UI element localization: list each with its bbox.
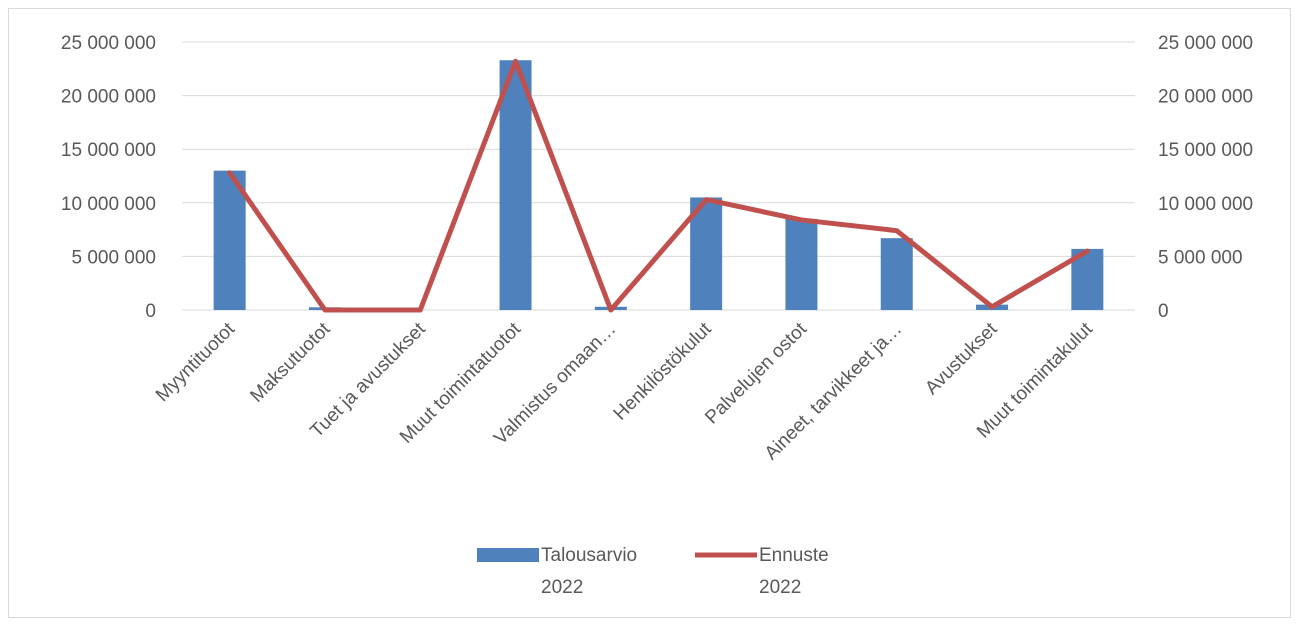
left-axis-ticks: 0 5 000 000 10 000 000 15 000 000 20 000 000… [61,33,156,322]
right-tick-label: 20 000 000 [1158,87,1253,108]
right-tick-label: 10 000 000 [1158,194,1253,215]
legend-label-line: 2022 [541,577,583,598]
legend-item: Talousarvio 2022 [477,545,637,598]
bar [213,170,246,310]
legend-label-line: Talousarvio [541,545,637,566]
legend-label: Ennuste 2022 [759,545,829,598]
legend-item: Ennuste 2022 [695,545,829,598]
category-label: Palvelujen ostot [701,318,811,428]
left-tick-label: 0 [145,301,156,322]
left-tick-label: 25 000 000 [61,33,156,54]
series-line [227,58,1090,313]
right-axis-ticks: 0 5 000 000 10 000 000 15 000 000 20 000 000… [1158,33,1253,322]
legend-label: Talousarvio 2022 [541,545,637,598]
bar [690,197,723,310]
right-tick-label: 5 000 000 [1158,247,1243,268]
legend: Talousarvio 2022 Ennuste 2022 [477,545,829,598]
bar-series-talousarvio [213,60,1104,310]
chart-frame [8,8,1291,618]
line-series-ennuste [227,58,1090,313]
category-label: Avustukset [921,318,1002,399]
gridlines [182,41,1135,311]
legend-label-line: Ennuste [759,545,829,566]
legend-swatch-bar [477,548,539,562]
category-label: Myyntituotot [152,318,240,406]
right-tick-label: 15 000 000 [1158,140,1253,161]
right-tick-label: 25 000 000 [1158,33,1253,54]
bar [880,238,913,310]
category-label: Henkilöstökulut [610,318,716,424]
left-tick-label: 20 000 000 [61,87,156,108]
left-tick-label: 10 000 000 [61,194,156,215]
left-tick-label: 15 000 000 [61,140,156,161]
category-label: Maksutuotot [246,318,335,407]
right-tick-label: 0 [1158,301,1169,322]
bar [785,218,818,310]
bar [499,60,532,310]
legend-label-line: 2022 [759,577,801,598]
left-tick-label: 5 000 000 [71,247,156,268]
